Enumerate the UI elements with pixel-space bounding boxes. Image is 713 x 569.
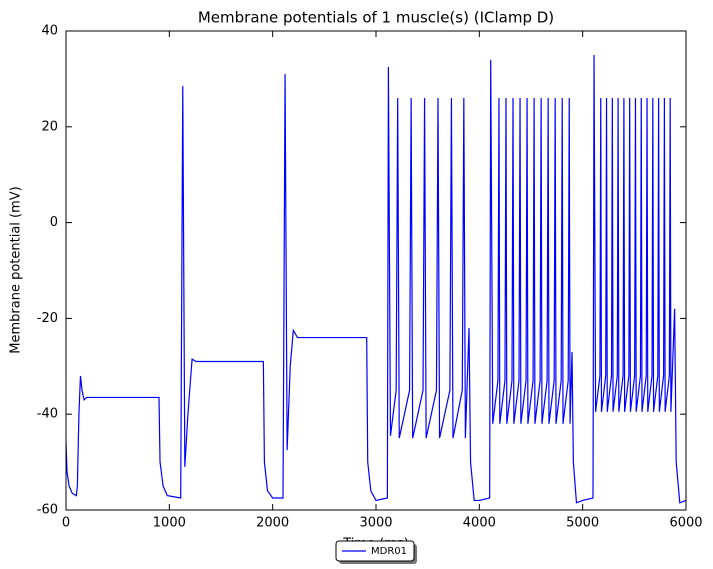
y-tick-label: 20	[41, 119, 58, 134]
y-axis-label: Membrane potential (mV)	[9, 186, 24, 353]
y-tick-label: 0	[50, 215, 58, 230]
x-tick-label: 2000	[256, 516, 289, 531]
data-line	[65, 54, 687, 504]
x-tick-label: 4000	[463, 516, 496, 531]
legend-box	[335, 540, 415, 562]
chart-title: Membrane potentials of 1 muscle(s) (ICla…	[198, 9, 554, 27]
x-tick-label: 3000	[359, 516, 392, 531]
y-tick-label: -20	[37, 311, 58, 326]
x-tick-label: 5000	[566, 516, 599, 531]
x-tick-label: 0	[62, 516, 70, 531]
legend-label: MDR01	[371, 546, 407, 557]
y-tick-label: -40	[37, 407, 58, 422]
y-tick-label: 40	[41, 24, 58, 39]
x-tick-label: 6000	[669, 516, 702, 531]
y-tick-label: -60	[37, 503, 58, 518]
x-tick-label: 1000	[153, 516, 186, 531]
plot-frame	[65, 30, 687, 511]
